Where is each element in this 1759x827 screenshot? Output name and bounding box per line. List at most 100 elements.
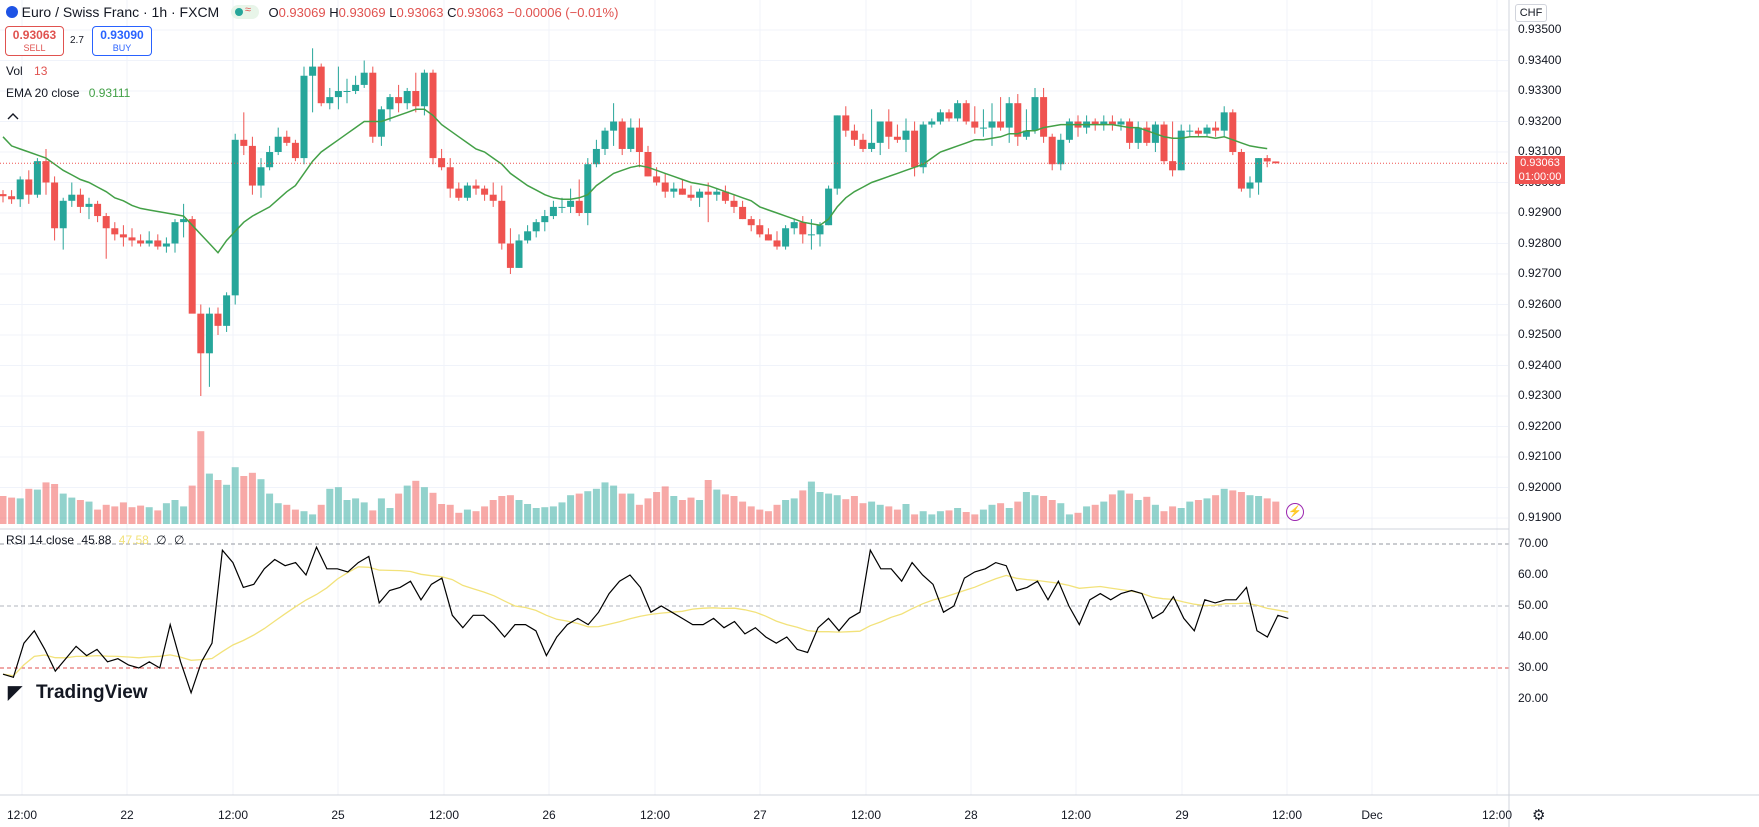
buy-price: 0.93090: [100, 28, 144, 42]
candle-body: [997, 121, 1005, 128]
volume-bar: [231, 467, 239, 524]
time-axis-label: 12:00: [639, 808, 671, 822]
candle-body: [816, 225, 824, 235]
candle-body: [971, 121, 979, 128]
gear-icon[interactable]: ⚙: [1532, 807, 1546, 824]
price-axis-label: 0.91900: [1518, 510, 1562, 524]
candle-body: [558, 206, 566, 208]
buy-button[interactable]: 0.93090 BUY: [92, 26, 152, 56]
price-axis-label: 0.93500: [1518, 22, 1562, 36]
candle-body: [825, 188, 833, 226]
volume-bar: [592, 488, 600, 524]
candle-body: [68, 194, 76, 201]
candle-body: [128, 237, 136, 241]
price-axis-label: 0.92000: [1518, 479, 1562, 494]
candle-body: [936, 112, 944, 122]
candle-body: [489, 194, 497, 201]
candle-body: [1117, 121, 1125, 125]
sell-button[interactable]: 0.93063 SELL: [5, 26, 64, 56]
volume-bar: [1212, 495, 1220, 524]
volume-bar: [1057, 503, 1065, 524]
candle-body: [197, 313, 205, 354]
candle-body: [661, 182, 669, 192]
price-axis-label: 0.92800: [1518, 235, 1562, 250]
volume-bar: [919, 511, 927, 524]
volume-bar: [902, 504, 910, 524]
candle-body: [1108, 121, 1116, 125]
tradingview-logo[interactable]: ◤ TradingView: [8, 682, 148, 704]
volume-bar: [369, 510, 377, 524]
volume-bar: [1229, 490, 1237, 524]
volume-bar: [756, 509, 764, 524]
collapse-legend-icon[interactable]: [6, 109, 20, 124]
candle-body: [773, 240, 781, 247]
candle-body: [1160, 124, 1168, 162]
candle-body: [1220, 112, 1228, 131]
lightning-icon[interactable]: ⚡: [1286, 503, 1304, 521]
candle-body: [549, 206, 557, 217]
candle-body: [412, 91, 420, 107]
candle-body: [25, 179, 33, 195]
currency-flag-icon[interactable]: [6, 6, 18, 18]
candle-body: [343, 91, 351, 92]
currency-button[interactable]: CHF: [1515, 4, 1547, 22]
candle-body: [1194, 130, 1202, 134]
candle-body: [300, 75, 308, 159]
time-axis-label: 29: [1175, 808, 1189, 822]
volume-bar: [575, 493, 583, 524]
volume-bar: [463, 509, 471, 524]
volume-bar: [842, 499, 850, 524]
ohlc-low-label: L: [389, 5, 397, 20]
rsi-legend[interactable]: RSI 14 close 45.88 47.58 ∅ ∅: [6, 533, 184, 547]
candle-body: [859, 139, 867, 149]
ema-legend[interactable]: EMA 20 close 0.93111: [6, 86, 130, 100]
candle-body: [16, 179, 24, 200]
volume-bar: [420, 487, 428, 524]
market-status-icon[interactable]: ≈: [230, 4, 259, 19]
candle-body: [1100, 121, 1108, 125]
candle-body: [481, 188, 489, 195]
candle-body: [1212, 127, 1220, 131]
candle-body: [231, 139, 239, 296]
candle-body: [1048, 136, 1056, 165]
volume-bar: [300, 511, 308, 524]
volume-bar: [850, 496, 858, 524]
time-axis-label: 12:00: [217, 808, 249, 822]
volume-bar: [807, 481, 815, 524]
volume-bar: [317, 504, 325, 524]
volume-bar: [678, 500, 686, 524]
volume-bar: [1237, 492, 1245, 524]
vol-legend[interactable]: Vol 13: [6, 64, 47, 78]
volume-bar: [197, 431, 205, 524]
volume-bar: [429, 492, 437, 524]
volume-bar: [558, 502, 566, 524]
volume-bar: [567, 495, 575, 524]
volume-bar: [1065, 514, 1073, 524]
volume-bar: [799, 490, 807, 524]
rsi-axis-label: 50.00: [1518, 598, 1549, 612]
volume-bar: [670, 496, 678, 524]
volume-bar: [352, 498, 360, 524]
volume-bar: [171, 500, 179, 524]
candle-body: [782, 228, 790, 247]
volume-bar: [51, 484, 59, 524]
volume-bar: [119, 502, 127, 524]
rsi-axis-label: 70.00: [1518, 536, 1549, 550]
candle-body: [1065, 121, 1073, 140]
vol-value: 13: [34, 64, 48, 78]
volume-bar: [162, 503, 170, 524]
symbol-title[interactable]: Euro / Swiss Franc · 1h · FXCM: [21, 4, 220, 20]
candle-body: [0, 194, 7, 197]
volume-bar: [739, 501, 747, 524]
candle-body: [653, 176, 661, 183]
volume-bar: [1220, 488, 1228, 524]
volume-bar: [334, 487, 342, 524]
rsi-axis-label: 60.00: [1518, 567, 1549, 581]
time-axis-label: Dec: [1361, 808, 1383, 822]
volume-bar: [1169, 506, 1177, 524]
candle-body: [352, 84, 360, 91]
candle-body: [145, 240, 153, 244]
candle-body: [291, 142, 299, 159]
candle-body: [1229, 112, 1237, 152]
